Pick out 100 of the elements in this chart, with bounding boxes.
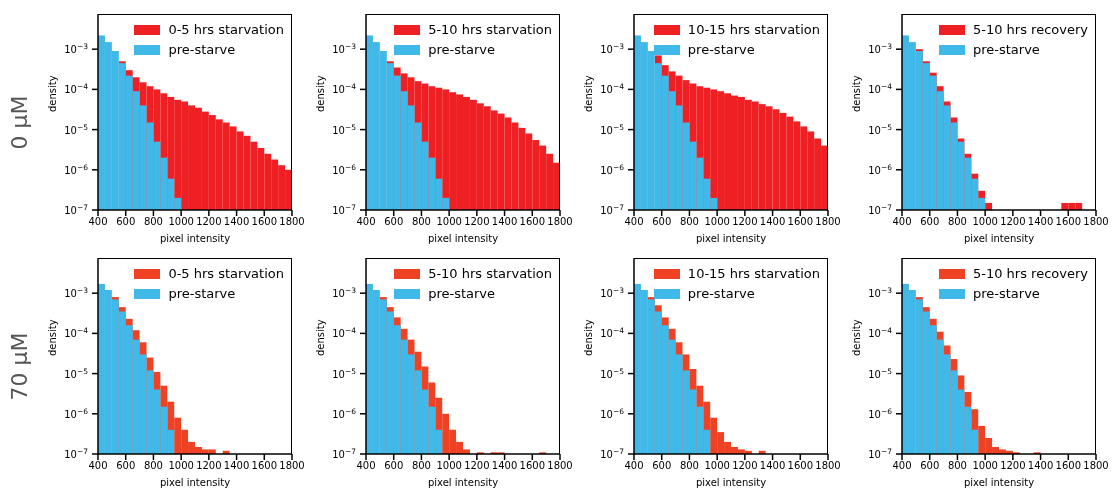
x-tick-label: 1200 (732, 216, 758, 228)
x-tick-label: 1600 (1055, 460, 1082, 472)
legend-label: 10-15 hrs starvation (687, 265, 820, 283)
y-tick-label: 10$^{−3}$ (332, 285, 357, 300)
legend-label: pre-starve (687, 41, 755, 59)
x-tick-label: 1400 (491, 216, 518, 228)
x-tick-label: 1800 (547, 460, 573, 472)
legend-label: pre-starve (687, 285, 755, 303)
y-tick-label: 10$^{−5}$ (600, 366, 625, 380)
y-tick-label: 10$^{−3}$ (332, 41, 357, 56)
x-tick-label: 1400 (1027, 460, 1054, 472)
x-tick-label: 1200 (464, 460, 490, 472)
x-tick-label: 1600 (787, 216, 814, 228)
legend-label: 5-10 hrs recovery (972, 265, 1088, 283)
x-tick-label: 1200 (464, 216, 490, 228)
x-axis-title: pixel intensity (159, 477, 231, 488)
x-tick-label: 1000 (436, 460, 462, 472)
y-tick-label: 10$^{−4}$ (332, 81, 357, 96)
text: 0 μM (7, 95, 33, 149)
x-tick-label: 1600 (519, 216, 546, 228)
y-tick-label: 10$^{−7}$ (600, 202, 625, 216)
x-tick-label: 1400 (223, 460, 250, 472)
legend-label: pre-starve (428, 285, 495, 303)
y-axis-title: density (46, 75, 58, 112)
y-tick-label: 10$^{−6}$ (600, 406, 625, 420)
x-tick-label: 1800 (547, 216, 573, 228)
x-tick-label: 400 (88, 460, 108, 472)
x-tick-label: 400 (624, 216, 644, 228)
y-tick-label: 10$^{−4}$ (868, 81, 893, 96)
x-tick-label: 1000 (972, 460, 998, 472)
x-tick-label: 800 (947, 460, 967, 472)
y-tick-label: 10$^{−6}$ (332, 162, 357, 176)
x-tick-label: 1800 (279, 216, 305, 228)
x-tick-label: 600 (920, 460, 940, 472)
text: 70 μM (7, 332, 33, 400)
x-tick-label: 800 (411, 216, 431, 228)
y-tick-label: 10$^{−3}$ (600, 41, 625, 56)
legend-label: 5-10 hrs starvation (428, 265, 552, 283)
y-axis-title: density (46, 319, 58, 356)
legend-label: 0-5 hrs starvation (168, 265, 284, 283)
legend-label: 0-5 hrs starvation (168, 21, 284, 39)
x-tick-label: 1400 (491, 460, 518, 472)
x-axis-title: pixel intensity (427, 477, 499, 488)
x-tick-label: 1200 (732, 460, 758, 472)
x-tick-label: 1800 (1083, 216, 1109, 228)
legend-label: pre-starve (972, 285, 1040, 303)
x-tick-label: 400 (356, 460, 376, 472)
y-tick-label: 10$^{−4}$ (332, 325, 357, 340)
y-tick-label: 10$^{−5}$ (600, 122, 625, 136)
x-tick-label: 600 (920, 216, 940, 228)
legend-label: pre-starve (168, 41, 236, 59)
x-tick-label: 1600 (1055, 216, 1082, 228)
x-tick-label: 1600 (251, 460, 278, 472)
y-tick-label: 10$^{−6}$ (332, 406, 357, 420)
x-tick-label: 1200 (1000, 460, 1026, 472)
y-tick-label: 10$^{−6}$ (64, 162, 89, 176)
x-tick-label: 800 (679, 216, 699, 228)
y-tick-label: 10$^{−4}$ (600, 325, 625, 340)
x-tick-label: 600 (116, 460, 136, 472)
x-axis-title: pixel intensity (695, 233, 767, 244)
y-tick-label: 10$^{−5}$ (868, 122, 893, 136)
x-tick-label: 600 (384, 460, 404, 472)
y-axis-title: density (850, 319, 862, 356)
y-tick-label: 10$^{−7}$ (64, 202, 89, 216)
y-axis-title: density (314, 75, 326, 112)
y-tick-label: 10$^{−3}$ (64, 41, 89, 56)
x-tick-label: 600 (652, 460, 672, 472)
y-tick-label: 10$^{−5}$ (332, 366, 357, 380)
y-tick-label: 10$^{−3}$ (64, 285, 89, 300)
x-tick-label: 1800 (815, 460, 841, 472)
x-tick-label: 1000 (704, 460, 730, 472)
x-tick-label: 800 (143, 460, 163, 472)
y-tick-label: 10$^{−6}$ (868, 406, 893, 420)
x-tick-label: 1000 (168, 460, 194, 472)
x-axis-title: pixel intensity (695, 477, 767, 488)
y-tick-label: 10$^{−3}$ (868, 41, 893, 56)
x-axis-title: pixel intensity (427, 233, 499, 244)
x-tick-label: 1800 (815, 216, 841, 228)
y-tick-label: 10$^{−7}$ (868, 446, 893, 460)
y-tick-label: 10$^{−4}$ (64, 325, 89, 340)
x-tick-label: 1400 (759, 216, 786, 228)
y-tick-label: 10$^{−7}$ (332, 202, 357, 216)
x-axis-title: pixel intensity (963, 477, 1035, 488)
x-tick-label: 600 (384, 216, 404, 228)
x-tick-label: 600 (652, 216, 672, 228)
y-tick-label: 10$^{−7}$ (600, 446, 625, 460)
x-axis-title: pixel intensity (159, 233, 231, 244)
y-tick-label: 10$^{−6}$ (64, 406, 89, 420)
y-tick-label: 10$^{−7}$ (868, 202, 893, 216)
legend-label: pre-starve (972, 41, 1040, 59)
y-axis-title: density (314, 319, 326, 356)
y-tick-label: 10$^{−4}$ (600, 81, 625, 96)
y-tick-label: 10$^{−5}$ (64, 122, 89, 136)
x-tick-label: 800 (679, 460, 699, 472)
x-tick-label: 1600 (519, 460, 546, 472)
y-tick-label: 10$^{−5}$ (868, 366, 893, 380)
x-tick-label: 1400 (223, 216, 250, 228)
x-tick-label: 800 (143, 216, 163, 228)
x-tick-label: 1000 (972, 216, 998, 228)
x-tick-label: 1400 (1027, 216, 1054, 228)
